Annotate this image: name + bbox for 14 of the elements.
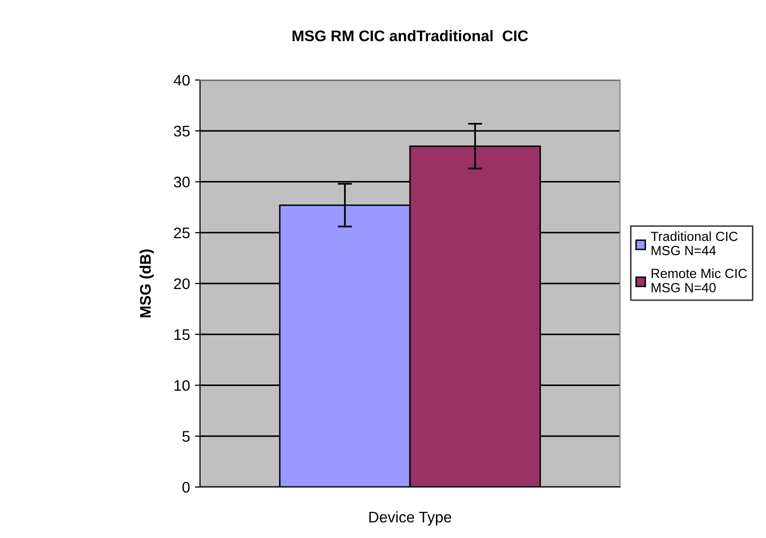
y-tick-label: 30 <box>174 176 190 188</box>
y-axis-title: MSG (dB) <box>140 249 154 318</box>
legend-label: Remote Mic CIC MSG N=40 <box>652 268 747 292</box>
y-tick-label: 15 <box>174 329 190 340</box>
y-tick-label: 35 <box>174 126 190 137</box>
legend-label: Traditional CIC MSG N=44 <box>650 231 738 256</box>
y-tick-label: 20 <box>174 278 190 290</box>
y-tick-label: 5 <box>182 431 190 442</box>
x-axis-title: Device Type <box>369 511 452 526</box>
y-tick-label: 10 <box>174 380 190 391</box>
chart-title: MSG RM CIC andTraditional CIC <box>292 30 528 42</box>
y-tick-label: 25 <box>174 227 190 238</box>
y-tick-label: 0 <box>182 482 190 493</box>
y-tick-label: 40 <box>174 74 190 86</box>
